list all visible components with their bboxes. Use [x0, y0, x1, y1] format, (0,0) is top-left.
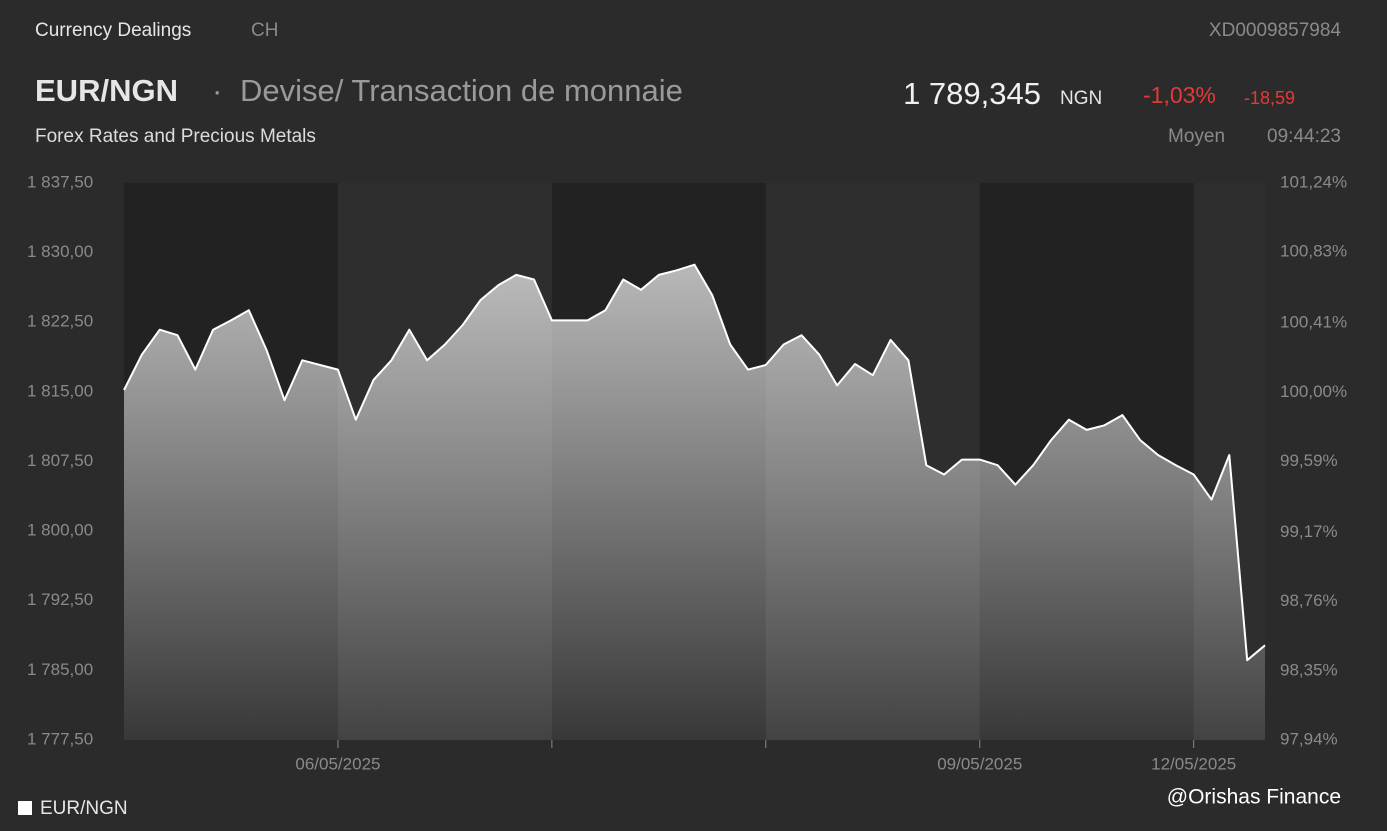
y2-tick-label: 100,83%	[1280, 242, 1347, 261]
y-tick-label: 1 785,00	[27, 660, 93, 679]
change-pct: -1,03%	[1143, 82, 1216, 108]
price-line	[123, 263, 1266, 662]
price-type: Moyen	[1168, 126, 1225, 147]
y2-tick-label: 97,94%	[1280, 729, 1338, 748]
change-abs: -18,59	[1244, 88, 1295, 108]
y2-tick-label: 99,17%	[1280, 522, 1338, 541]
market: CH	[251, 20, 278, 41]
legend-label: EUR/NGN	[40, 798, 128, 819]
y-tick-label: 1 800,00	[27, 521, 93, 540]
pair: EUR/NGN	[35, 73, 178, 108]
price: 1 789,345	[903, 76, 1041, 111]
x-tick-label: 09/05/2025	[937, 754, 1022, 773]
y2-tick-label: 98,35%	[1280, 660, 1338, 679]
y2-tick-label: 101,24%	[1280, 172, 1347, 191]
y2-tick-label: 99,59%	[1280, 451, 1338, 470]
y2-tick-label: 100,41%	[1280, 313, 1347, 332]
y-tick-label: 1 792,50	[27, 590, 93, 609]
area-fill	[124, 264, 1265, 740]
y-tick-label: 1 830,00	[27, 242, 93, 261]
category: Forex Rates and Precious Metals	[35, 126, 316, 147]
section: Currency Dealings	[35, 20, 191, 41]
currency: NGN	[1060, 88, 1102, 109]
x-tick-label: 06/05/2025	[295, 754, 380, 773]
y2-tick-label: 100,00%	[1280, 382, 1347, 401]
y-tick-label: 1 837,50	[27, 172, 93, 191]
x-tick-label: 12/05/2025	[1151, 754, 1236, 773]
legend-swatch	[18, 801, 32, 815]
y2-tick-label: 98,76%	[1280, 591, 1338, 610]
y-tick-label: 1 777,50	[27, 729, 93, 748]
watermark: @Orishas Finance	[1167, 786, 1341, 809]
isin: XD0009857984	[1209, 20, 1341, 41]
time: 09:44:23	[1267, 126, 1341, 147]
y-tick-label: 1 807,50	[27, 451, 93, 470]
y-tick-label: 1 822,50	[27, 312, 93, 331]
description: Devise/ Transaction de monnaie	[240, 73, 683, 108]
separator: ·	[212, 73, 222, 108]
plot: 1 837,50 1 830,00 1 822,50 1 815,00 1 807,50…	[27, 172, 1347, 773]
y-tick-label: 1 815,00	[27, 381, 93, 400]
